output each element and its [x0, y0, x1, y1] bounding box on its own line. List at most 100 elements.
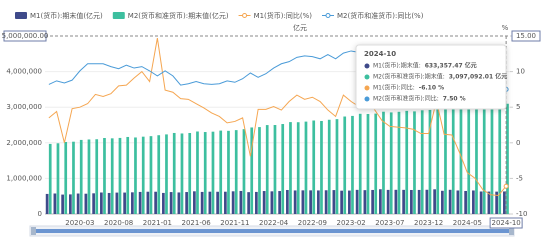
bar	[340, 190, 343, 214]
y-tick-label: 1,000,000	[6, 174, 42, 182]
bar	[402, 189, 405, 214]
bar	[374, 113, 378, 214]
bar	[247, 192, 250, 214]
bar	[84, 193, 88, 214]
legend-label[interactable]: M2(货币和准货币):同比(%)	[337, 11, 424, 20]
x-tick-label: 2022-09	[298, 219, 327, 227]
bar	[48, 143, 52, 214]
bar	[193, 191, 196, 214]
axis-pointer-label-box	[3, 30, 47, 42]
bar	[389, 112, 393, 214]
tooltip-title: 2024-10	[364, 50, 396, 58]
bar	[475, 105, 478, 214]
bar	[382, 111, 385, 214]
bar	[154, 191, 157, 214]
y-tick-label: 0	[38, 210, 42, 218]
bar	[134, 137, 137, 214]
legend-label[interactable]: M1(货币):同比(%)	[254, 11, 313, 20]
bar	[123, 192, 126, 214]
bar	[141, 136, 145, 214]
bar	[69, 194, 72, 214]
bar	[53, 193, 57, 214]
bar	[149, 136, 153, 214]
bar	[405, 110, 409, 214]
x-tick-label: 2024-05	[453, 219, 482, 227]
bar	[301, 190, 305, 214]
tooltip-label: M1(货币):同比:	[373, 84, 415, 92]
bar	[138, 191, 142, 214]
bar	[250, 127, 254, 214]
y-tick-label: 4,000,000	[6, 68, 42, 76]
bar	[444, 107, 447, 214]
bar	[428, 109, 432, 214]
y2-tick-label: 15.00	[516, 32, 536, 40]
y2-tick-label: -10	[516, 210, 527, 218]
bar	[131, 192, 134, 214]
bar	[451, 105, 455, 214]
bar	[281, 124, 285, 214]
bar	[255, 191, 258, 214]
legend-label[interactable]: M1(货币):期末值(亿元)	[30, 11, 103, 20]
bar	[286, 189, 289, 214]
bar	[79, 139, 83, 214]
bar	[231, 191, 235, 214]
bar	[482, 105, 486, 214]
legend-swatch	[112, 12, 125, 19]
bar	[386, 189, 390, 214]
tooltip-label: M2(货币和准货币):同比:	[373, 95, 439, 103]
tooltip-value: 3,097,092.01 亿元	[449, 73, 508, 81]
y2-tick-label: -5	[516, 174, 523, 182]
bar	[320, 120, 323, 214]
bar	[227, 130, 230, 214]
bar	[61, 194, 64, 214]
bar	[363, 190, 367, 214]
bar	[278, 191, 281, 214]
line	[48, 38, 507, 197]
bar	[312, 120, 316, 214]
legend-label[interactable]: M2(货币和准货币):期末值(亿元)	[128, 11, 229, 20]
tooltip-marker	[364, 85, 370, 91]
bar	[265, 125, 269, 214]
tooltip-marker	[364, 63, 370, 69]
axis-pointer-label-box	[511, 30, 541, 42]
bar	[296, 122, 300, 214]
bar	[327, 119, 331, 214]
data-zoom-handle[interactable]	[509, 227, 514, 235]
y-tick-label: 5,000,000.00	[2, 32, 49, 40]
bar	[239, 190, 243, 214]
data-zoom-handle[interactable]	[31, 227, 36, 235]
bar	[216, 191, 219, 214]
bar	[110, 138, 114, 214]
bar	[324, 190, 328, 214]
x-tick-label: 2021-06	[182, 219, 212, 227]
bar	[304, 121, 308, 214]
y2-tick-label: 0	[516, 139, 520, 147]
bar	[146, 191, 150, 214]
bar	[456, 190, 460, 214]
bar	[503, 191, 506, 214]
bar	[224, 191, 227, 214]
y2-axis-title: %	[502, 24, 509, 32]
bar	[366, 113, 370, 214]
bar	[441, 190, 444, 214]
bar	[177, 192, 181, 214]
bar	[262, 191, 266, 214]
bar	[196, 131, 199, 214]
bar	[273, 125, 277, 214]
bar	[355, 189, 359, 214]
bar	[317, 190, 320, 214]
tooltip-box	[355, 44, 507, 110]
bar	[180, 133, 184, 214]
bar	[92, 193, 95, 214]
bar	[87, 139, 91, 214]
axis-pointer-label: 2024-10	[492, 219, 521, 227]
bar	[242, 129, 246, 214]
bar	[459, 106, 463, 214]
bar	[436, 108, 440, 214]
legend-swatch	[242, 13, 248, 18]
bar	[72, 141, 75, 214]
bar	[472, 190, 475, 214]
data-zoom-range[interactable]	[35, 229, 510, 233]
legend-swatch	[325, 13, 331, 18]
